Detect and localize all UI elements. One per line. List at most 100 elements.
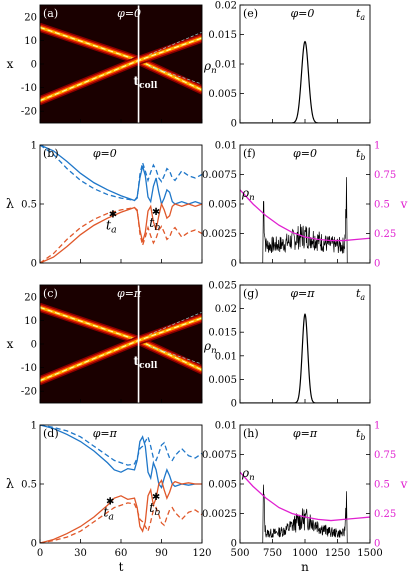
y-tick-label: 0.5 — [21, 200, 37, 211]
time-label: ta — [356, 287, 365, 302]
lambda-series-2 — [40, 201, 202, 263]
collision-label: tcoll — [134, 74, 158, 91]
y-tick-label: 20 — [24, 12, 37, 23]
panel-a: (a) φ=0 tcoll x 20 10 0 -10 -20 — [7, 4, 203, 124]
x-tick-label: 30 — [74, 548, 87, 559]
axes-frame — [239, 144, 371, 264]
panel-g: (g) φ=π ta ρn 0.025 0.02 0.015 0.01 0.005 0 — [203, 281, 371, 410]
time-label: ta — [356, 7, 365, 22]
density-curve — [240, 40, 370, 123]
time-marker-star: ✱ — [152, 492, 160, 503]
collision-label: tcoll — [134, 354, 158, 371]
time-marker-star: ✱ — [106, 497, 114, 508]
panel-title: φ=0 — [93, 147, 117, 160]
y2-tick-label: 0.25 — [374, 509, 396, 520]
trajectory-upper — [40, 26, 202, 91]
x-tick-label: 750 — [263, 548, 282, 559]
panel-c: (c) φ=π tcoll x 20 10 0 -10 -20 — [7, 284, 203, 404]
lambda-series-3 — [40, 502, 202, 543]
y2-tick-label: 1 — [374, 421, 380, 432]
y2-tick-label: 0.75 — [374, 170, 396, 181]
y-tick-label: 0.005 — [208, 200, 237, 211]
lambda-series-1 — [40, 145, 202, 202]
time-marker-star: ✱ — [109, 209, 117, 220]
y-axis-label: ρn — [203, 339, 217, 356]
lambda-series-0 — [40, 145, 202, 207]
y-tick-label: 0 — [31, 259, 37, 270]
y-tick-label: 0.0075 — [202, 450, 237, 461]
time-label: tb — [356, 147, 365, 162]
y-tick-label: 10 — [24, 316, 37, 327]
time-marker-label: ta — [103, 506, 114, 523]
y-tick-label: 1 — [31, 141, 37, 152]
lambda-series-1 — [40, 425, 202, 466]
y2-tick-label: 0.5 — [374, 480, 390, 491]
x-axis-label: n — [301, 560, 309, 574]
y-tick-label: 0.01 — [215, 421, 237, 432]
y-tick-label: 0 — [231, 539, 237, 550]
x-tick-label: 120 — [192, 548, 211, 559]
guide-dashed — [149, 311, 202, 335]
axes-frame — [39, 284, 203, 404]
panel-title: φ=0 — [117, 7, 141, 20]
y-tick-label: 0 — [31, 539, 37, 550]
y-tick-label: 0.005 — [208, 89, 237, 100]
panel-title: φ=0 — [293, 147, 317, 160]
y-tick-label: 0.015 — [208, 30, 237, 41]
y2-axis-label: v — [400, 197, 408, 211]
lambda-series-3 — [40, 206, 202, 263]
x-tick-label: 90 — [155, 548, 168, 559]
y2-tick-label: 1 — [374, 141, 380, 152]
y-tick-label: 0 — [31, 340, 37, 351]
y2-axis-label: v — [400, 477, 408, 491]
y-axis-label: ρn — [241, 186, 255, 203]
x-tick-label: 1000 — [292, 548, 317, 559]
x-tick-label: 1250 — [325, 548, 350, 559]
guide-dashed — [149, 346, 202, 365]
lambda-series-2 — [40, 479, 202, 543]
panel-label: (d) — [43, 427, 59, 440]
y-tick-label: -20 — [21, 107, 37, 118]
axes-frame — [39, 4, 203, 124]
y-axis-label: λ — [6, 477, 14, 492]
guide-dashed — [149, 31, 202, 55]
trajectory-upper — [40, 306, 202, 371]
y-tick-label: 0.02 — [215, 1, 237, 12]
y-tick-label: 0.005 — [208, 375, 237, 386]
y-tick-label: 0 — [231, 399, 237, 410]
density-profile — [240, 484, 370, 543]
y-tick-label: 0 — [231, 119, 237, 130]
guide-dashed — [149, 66, 202, 85]
axes-frame — [39, 424, 203, 544]
y-tick-label: 0.0025 — [202, 229, 237, 240]
y-tick-label: 0 — [231, 259, 237, 270]
panel-label: (b) — [43, 147, 59, 160]
axes-frame — [239, 284, 371, 404]
y-axis-label: ρn — [241, 466, 255, 483]
x-tick-label: 500 — [230, 548, 249, 559]
y2-tick-label: 0 — [374, 259, 380, 270]
y2-tick-label: 0.5 — [374, 200, 390, 211]
y-tick-label: -10 — [21, 83, 37, 94]
density-profile — [240, 177, 370, 263]
y-tick-label: 0.005 — [208, 480, 237, 491]
time-marker-star: ✱ — [152, 207, 160, 218]
y-tick-label: 0.0025 — [202, 509, 237, 520]
time-label: tb — [356, 427, 365, 442]
x-tick-label: 0 — [37, 548, 43, 559]
y-tick-label: 0.02 — [215, 304, 237, 315]
y-tick-label: 0.01 — [215, 60, 237, 71]
time-marker-label: tb — [149, 216, 160, 233]
y-tick-label: -10 — [21, 363, 37, 374]
panel-e: (e) φ=0 ta ρn 0.02 0.015 0.01 0.005 0 — [203, 1, 371, 130]
y2-tick-label: 0.25 — [374, 229, 396, 240]
panel-label: (c) — [43, 287, 58, 300]
velocity-curve — [240, 471, 370, 522]
y-tick-label: 0.01 — [215, 141, 237, 152]
y-tick-label: 0 — [31, 60, 37, 71]
panel-title: φ=π — [290, 287, 315, 300]
panel-label: (g) — [243, 287, 259, 300]
y-axis-label: ρn — [203, 59, 217, 76]
